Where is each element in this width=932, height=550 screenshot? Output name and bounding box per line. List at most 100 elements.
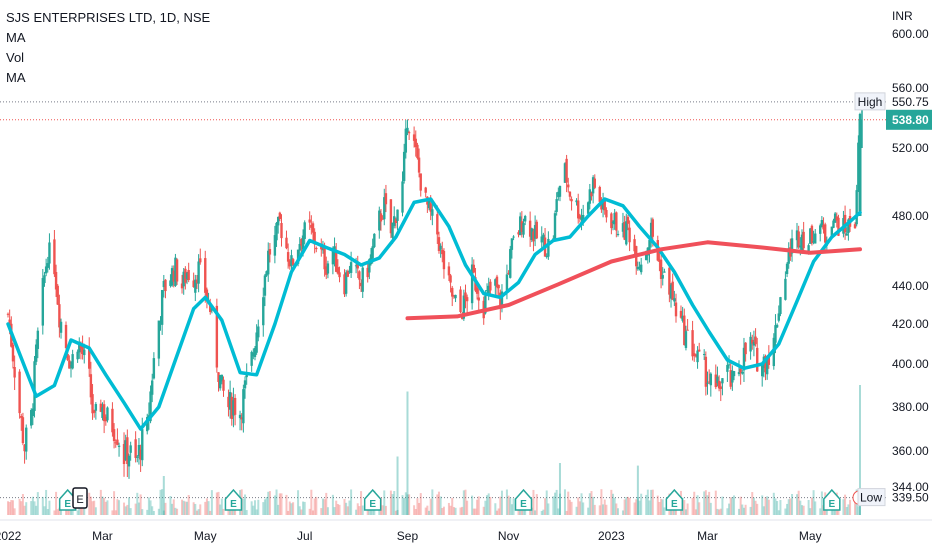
- candle-body: [68, 360, 71, 369]
- candle-body: [159, 321, 162, 323]
- volume-bar: [187, 494, 190, 515]
- candle-body: [489, 281, 492, 291]
- candle-body: [464, 292, 467, 299]
- candle-body: [691, 330, 694, 357]
- volume-bar: [389, 490, 392, 515]
- candle-body: [449, 275, 452, 283]
- volume-bar: [255, 509, 258, 515]
- candle-body: [227, 396, 230, 408]
- candle-body: [857, 142, 860, 192]
- volume-bar: [741, 504, 744, 515]
- volume-bar: [396, 509, 399, 515]
- candle-body: [754, 336, 757, 345]
- volume-bar: [709, 502, 712, 515]
- candle-body: [429, 203, 432, 212]
- candle-body: [406, 127, 409, 133]
- candle-body: [326, 263, 330, 274]
- candle-body: [847, 219, 850, 234]
- candle-body: [517, 232, 520, 235]
- candle-body: [253, 348, 257, 357]
- volume-bar: [381, 505, 384, 515]
- last-price-tag: [886, 109, 932, 130]
- candle-body: [673, 298, 676, 302]
- candle-body: [30, 410, 33, 426]
- candle-body: [300, 239, 303, 246]
- candle-body: [139, 449, 142, 460]
- volume-bar: [242, 498, 245, 515]
- earnings-marker[interactable]: E: [224, 488, 243, 511]
- candle-body: [726, 364, 729, 372]
- candle-body: [765, 359, 769, 375]
- candle-body: [301, 235, 305, 250]
- earnings-marker-label: E: [230, 499, 237, 510]
- candle-body: [535, 221, 538, 239]
- volume-bar: [287, 510, 290, 515]
- volume-bar: [273, 495, 276, 515]
- earnings-marker[interactable]: E: [665, 488, 684, 511]
- volume-bar: [726, 508, 729, 515]
- candle-body: [285, 237, 288, 249]
- legend-ma-2[interactable]: MA: [6, 70, 26, 85]
- volume-bar: [35, 505, 38, 515]
- symbol-title[interactable]: SJS ENTERPRISES LTD, 1D, NSE: [6, 10, 211, 25]
- candle-body: [616, 233, 620, 235]
- earnings-marker-label: E: [369, 499, 376, 510]
- volume-bar: [250, 501, 253, 515]
- earnings-marker[interactable]: E: [363, 488, 382, 511]
- volume-bar: [761, 495, 764, 515]
- candle-body: [439, 245, 442, 250]
- volume-bar: [416, 498, 419, 515]
- legend-ma-1[interactable]: MA: [6, 30, 26, 45]
- volume-bar: [449, 505, 452, 515]
- candle-body: [290, 255, 293, 266]
- candle-body: [732, 371, 736, 377]
- volume-bar: [731, 497, 734, 515]
- candle-body: [182, 271, 185, 287]
- candle-body: [311, 223, 315, 233]
- candle-body: [111, 408, 114, 433]
- earnings-marker[interactable]: E: [514, 488, 533, 511]
- legend-vol[interactable]: Vol: [6, 50, 25, 65]
- volume-bar: [472, 508, 475, 515]
- volume-bar: [500, 490, 503, 515]
- volume-bar: [540, 510, 543, 515]
- candle-body: [628, 227, 631, 243]
- candle-body: [744, 342, 747, 355]
- candle-body: [702, 354, 706, 356]
- candle-body: [802, 231, 805, 249]
- volume-bar: [610, 489, 613, 515]
- volume-bar: [56, 509, 59, 515]
- volume-bar: [764, 497, 767, 515]
- earnings-marker[interactable]: E: [823, 488, 841, 511]
- candle-body: [593, 178, 596, 188]
- candle-body: [487, 285, 490, 296]
- candle-body: [626, 216, 630, 224]
- volume-bar: [33, 501, 36, 515]
- candle-body: [557, 191, 560, 198]
- volume-bar: [593, 504, 596, 515]
- candle-body: [230, 396, 233, 420]
- volume-bar: [174, 507, 177, 515]
- candle-body: [639, 264, 643, 273]
- volume-bar: [554, 492, 557, 515]
- candle-body: [222, 379, 225, 391]
- volume-bar: [431, 489, 434, 515]
- volume-bar: [600, 489, 603, 515]
- candle-body: [441, 249, 444, 255]
- candle-body: [184, 268, 187, 283]
- volume-bar: [842, 499, 845, 515]
- candle-body: [459, 289, 462, 312]
- volume-bar: [567, 491, 570, 515]
- candle-body: [717, 380, 721, 389]
- earnings-marker-label: E: [828, 499, 835, 510]
- volume-bar: [204, 501, 207, 515]
- volume-bar: [714, 490, 717, 515]
- volume-bar: [8, 501, 11, 515]
- volume-bar: [413, 505, 416, 515]
- candle-body: [751, 339, 754, 344]
- earnings-marker-label: E: [64, 499, 71, 510]
- volume-bar: [777, 510, 780, 515]
- candle-body: [779, 297, 782, 314]
- volume-bar: [197, 509, 200, 515]
